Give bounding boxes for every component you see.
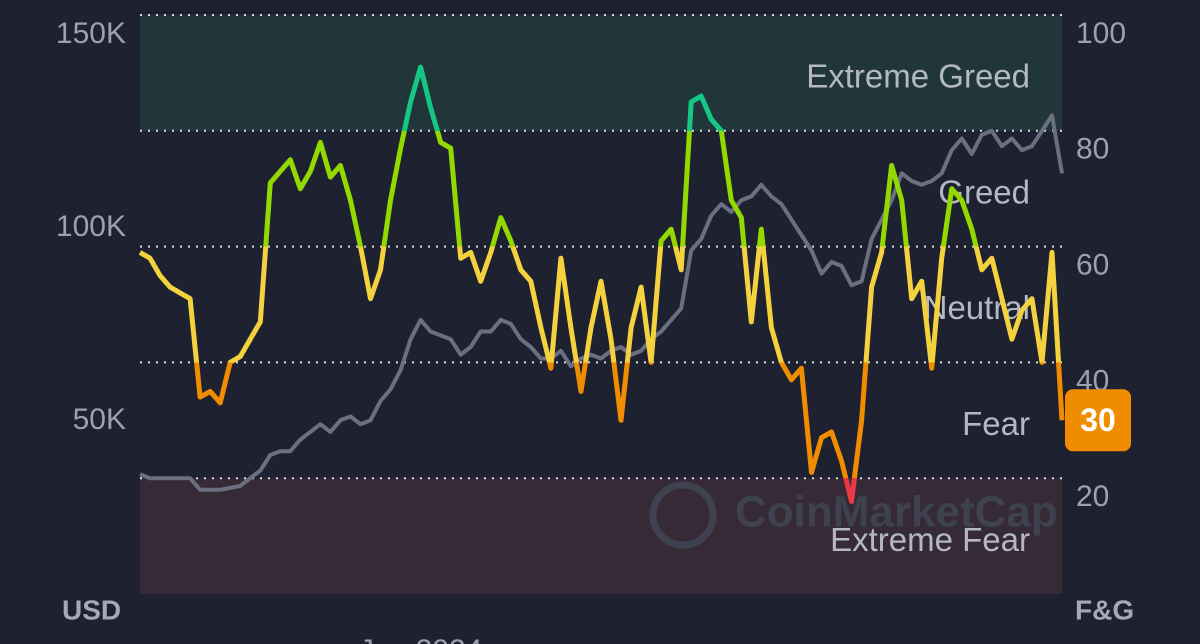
zone-label: Extreme Greed	[806, 58, 1030, 95]
y2-axis-title: F&G	[1075, 594, 1134, 625]
zone-label: Fear	[962, 405, 1030, 442]
zone-band	[140, 478, 1062, 594]
y-axis-title: USD	[62, 594, 121, 625]
watermark: CoinMarketCap	[735, 488, 1058, 537]
zone-band	[140, 15, 1062, 131]
y2-tick-label: 20	[1076, 480, 1109, 513]
zone-label: Extreme Fear	[830, 521, 1030, 558]
y2-tick-label: 100	[1076, 17, 1126, 50]
y2-tick-label: 60	[1076, 249, 1109, 282]
price-line	[139, 113, 1064, 492]
y2-tick-label: 80	[1076, 133, 1109, 166]
x-tick-label: Jan 2024	[359, 634, 482, 644]
current-value-label: 30	[1080, 402, 1116, 438]
y-tick-label: 100K	[56, 210, 126, 243]
y-tick-label: 50K	[73, 403, 126, 436]
y-tick-label: 150K	[56, 17, 126, 50]
watermark-logo	[649, 481, 717, 549]
zone-label: Neutral	[924, 289, 1030, 326]
current-value-badge	[1065, 389, 1131, 452]
fg-line	[138, 64, 1065, 504]
